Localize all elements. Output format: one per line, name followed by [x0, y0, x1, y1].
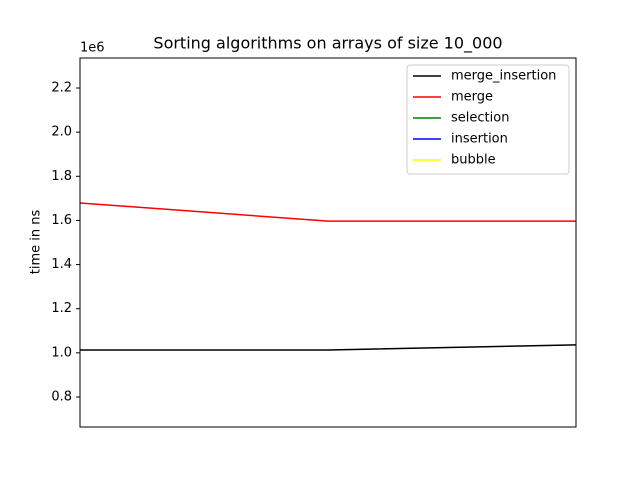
chart-title: Sorting algorithms on arrays of size 10_… — [153, 34, 502, 54]
y-tick-label: 1.8 — [51, 169, 72, 184]
legend-label: merge — [451, 90, 493, 105]
y-tick-label: 1.6 — [51, 213, 72, 228]
y-tick-label: 1.4 — [51, 257, 72, 272]
series-line — [80, 202, 576, 222]
y-tick-label: 2.2 — [51, 81, 72, 96]
legend-label: insertion — [451, 132, 508, 147]
legend-box — [406, 64, 570, 175]
y-tick-label: 2.0 — [51, 125, 72, 140]
y-tick-label: 0.8 — [51, 389, 72, 404]
legend-label: merge_insertion — [451, 69, 556, 84]
legend-label: bubble — [451, 153, 496, 168]
y-tick-label: 1.2 — [51, 301, 72, 316]
y-offset-label: 1e6 — [80, 41, 105, 56]
legend-label: selection — [451, 111, 509, 126]
plot-frame — [79, 57, 577, 428]
series-line — [80, 344, 576, 351]
y-tick-label: 1.0 — [51, 345, 72, 360]
y-axis-label: time in ns — [29, 210, 44, 275]
